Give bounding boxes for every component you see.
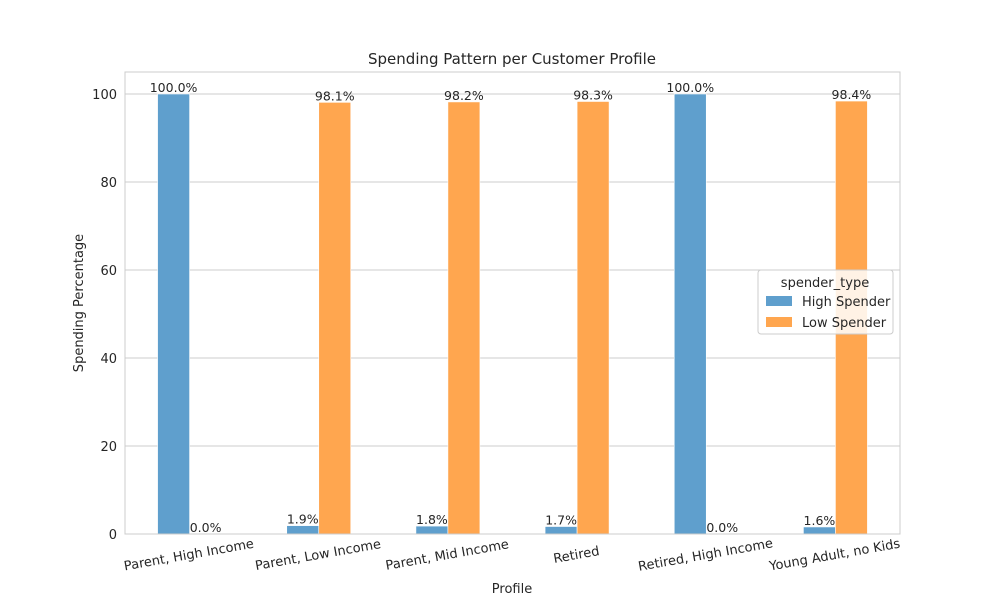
bar-label-low-spender-parent-low-income: 98.1% — [315, 88, 355, 103]
y-tick-label-80: 80 — [100, 176, 117, 191]
legend-title: spender_type — [781, 276, 869, 291]
chart-title: Spending Pattern per Customer Profile — [368, 50, 656, 68]
x-axis-label: Profile — [492, 582, 532, 597]
bar-high-spender-retired-high-income — [673, 93, 707, 535]
bar-high-spender-retired — [544, 526, 578, 535]
bar-high-spender-parent-high-income — [157, 93, 190, 535]
bar-label-low-spender-parent-mid-income: 98.2% — [444, 88, 484, 103]
legend-label-low-spender: Low Spender — [802, 316, 887, 331]
y-tick-label-20: 20 — [100, 440, 117, 455]
bar-value-labels: 100.0% 0.0% 1.9% 98.1% 1.8% 98.2% 1.7% 98.3% 100… — [150, 80, 872, 535]
bar-label-high-spender-young-adult-no-kids: 1.6% — [804, 513, 836, 528]
bar-label-low-spender-retired-high-income: 0.0% — [706, 520, 738, 535]
bar-high-spender-young-adult-no-kids — [803, 526, 836, 535]
y-tick-label-0: 0 — [109, 528, 117, 543]
plot-frame — [124, 71, 901, 535]
legend-label-high-spender: High Spender — [802, 295, 891, 310]
bar-low-spender-retired — [576, 101, 610, 535]
bar-label-low-spender-parent-high-income: 0.0% — [190, 520, 222, 535]
x-tick-label-parent-mid-income: Parent, Mid Income — [384, 537, 510, 573]
bars — [157, 93, 868, 535]
x-tick-label-young-adult-no-kids: Young Adult, no Kids — [767, 537, 901, 575]
y-tick-labels: 0 20 40 60 80 100 — [92, 88, 117, 543]
y-tick-label-60: 60 — [100, 264, 117, 279]
y-axis-label: Spending Percentage — [72, 234, 87, 372]
y-tick-label-40: 40 — [100, 352, 117, 367]
bar-low-spender-parent-low-income — [318, 102, 352, 535]
bar-label-high-spender-parent-high-income: 100.0% — [150, 80, 198, 95]
legend-swatch-high-spender — [766, 296, 792, 306]
bar-label-low-spender-retired: 98.3% — [573, 87, 613, 102]
bar-label-high-spender-retired: 1.7% — [545, 513, 577, 528]
legend: spender_type High Spender Low Spender — [757, 269, 894, 335]
bar-low-spender-parent-mid-income — [447, 101, 481, 535]
bar-label-high-spender-parent-low-income: 1.9% — [287, 512, 319, 527]
x-tick-label-retired-high-income: Retired, High Income — [637, 536, 774, 574]
x-tick-label-retired: Retired — [552, 544, 600, 567]
x-tick-label-parent-low-income: Parent, Low Income — [254, 537, 382, 574]
legend-swatch-low-spender — [766, 317, 792, 327]
bar-high-spender-parent-mid-income — [415, 525, 449, 535]
bar-label-high-spender-retired-high-income: 100.0% — [666, 80, 714, 95]
bar-high-spender-parent-low-income — [286, 525, 320, 535]
y-tick-label-100: 100 — [92, 88, 117, 103]
bar-label-low-spender-young-adult-no-kids: 98.4% — [832, 87, 872, 102]
bar-label-high-spender-parent-mid-income: 1.8% — [416, 512, 448, 527]
x-tick-label-parent-high-income: Parent, High Income — [123, 537, 255, 575]
